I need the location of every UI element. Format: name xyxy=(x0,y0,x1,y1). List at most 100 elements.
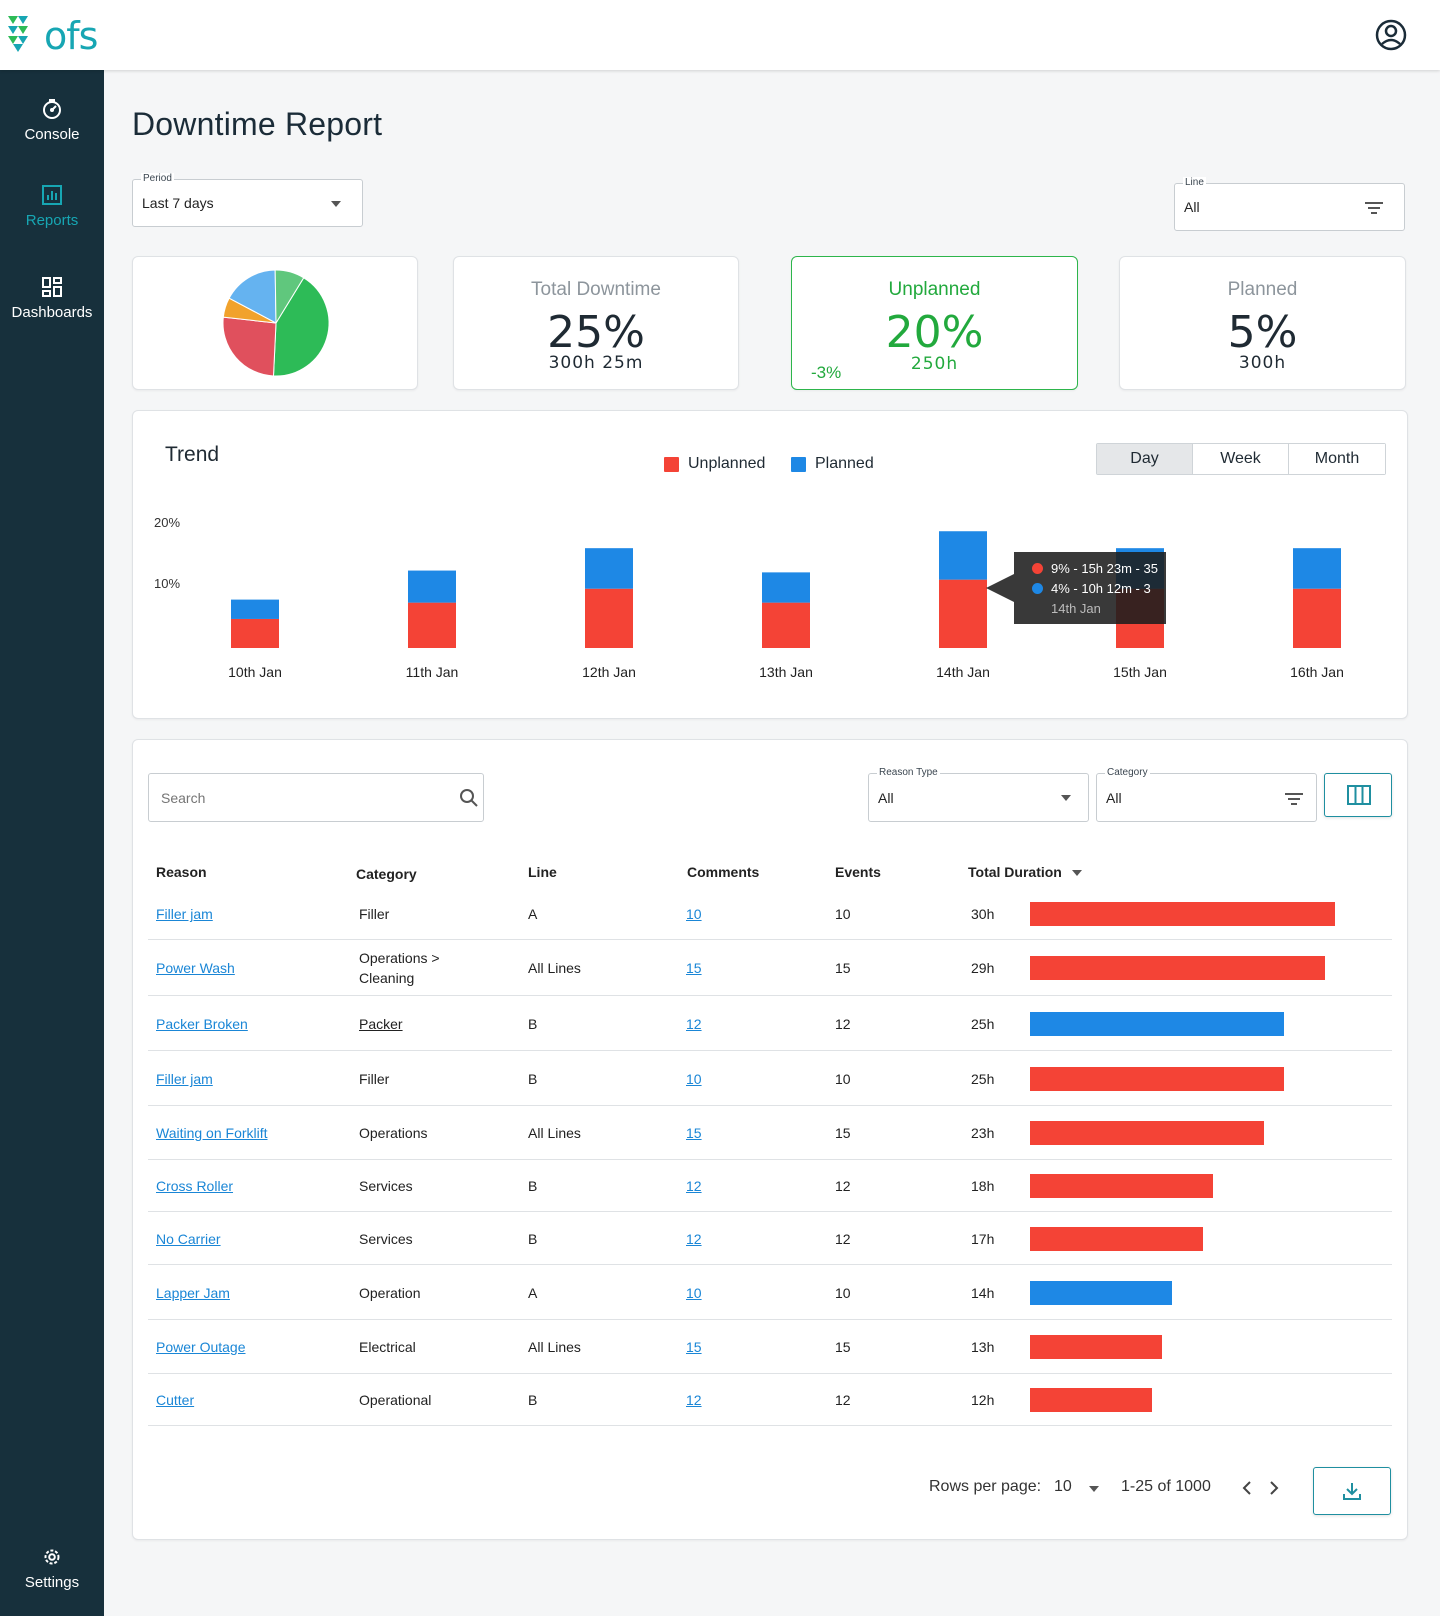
total-downtime-title: Total Downtime xyxy=(531,279,661,300)
gear-icon xyxy=(44,1549,60,1565)
nav-item-dashboards[interactable]: Dashboards xyxy=(0,276,104,321)
period-value: Last 7 days xyxy=(142,195,214,211)
nav-item-settings[interactable]: Settings xyxy=(0,1546,104,1591)
comments-link[interactable]: 10 xyxy=(686,1071,702,1087)
period-select[interactable]: Period Last 7 days xyxy=(132,173,363,227)
range-week-button[interactable]: Week xyxy=(1193,444,1289,474)
category-cell: Electrical xyxy=(359,1339,416,1355)
chevron-right-icon[interactable] xyxy=(1268,1480,1280,1496)
category-cell: Filler xyxy=(359,906,390,922)
events-cell: 15 xyxy=(835,1339,851,1355)
unplanned-title: Unplanned xyxy=(888,279,981,300)
events-cell: 10 xyxy=(835,1285,851,1301)
column-header-total-duration[interactable]: Total Duration xyxy=(968,864,1062,880)
download-button[interactable] xyxy=(1313,1467,1391,1515)
legend-unplanned[interactable]: Unplanned xyxy=(664,455,765,473)
column-header-comments[interactable]: Comments xyxy=(687,864,760,880)
line-cell: A xyxy=(528,1285,538,1301)
range-day-button[interactable]: Day xyxy=(1097,444,1193,474)
planned-hours: 300h xyxy=(1238,353,1287,373)
comments-link[interactable]: 10 xyxy=(686,1285,702,1301)
reason-link[interactable]: Packer Broken xyxy=(156,1016,248,1032)
duration-cell: 29h xyxy=(971,960,995,976)
nav-label-settings: Settings xyxy=(24,1574,80,1591)
reason-link[interactable]: Lapper Jam xyxy=(156,1285,230,1301)
reason-link[interactable]: Cutter xyxy=(156,1392,195,1408)
table-row[interactable]: No Carrier Services B 12 12 17h xyxy=(148,1212,1392,1265)
table-row[interactable]: Power Wash Operations > Cleaning All Lines 1… xyxy=(148,940,1392,996)
comments-link[interactable]: 12 xyxy=(686,1392,702,1408)
filter-icon[interactable] xyxy=(1365,201,1383,215)
pie-slice-planned-a[interactable] xyxy=(228,269,277,324)
column-header-category[interactable]: Category xyxy=(356,866,417,882)
reason-link[interactable]: Filler jam xyxy=(156,1071,213,1087)
pagination-range: 1-25 of 1000 xyxy=(1121,1478,1211,1495)
chevron-down-icon xyxy=(331,201,341,207)
table-row[interactable]: Waiting on Forklift Operations All Lines 15… xyxy=(148,1106,1392,1160)
tooltip-planned-row: 4% - 10h 12m - 3 xyxy=(1032,581,1151,596)
comments-link[interactable]: 10 xyxy=(686,906,702,922)
range-month-button[interactable]: Month xyxy=(1289,444,1385,474)
planned-value: 5% xyxy=(1227,307,1298,358)
line-label: Line xyxy=(1183,177,1206,189)
column-header-events[interactable]: Events xyxy=(835,864,881,880)
duration-bar xyxy=(1030,1227,1203,1251)
table-row[interactable]: Power Outage Electrical All Lines 15 15 13h xyxy=(148,1320,1392,1374)
reason-link[interactable]: Power Wash xyxy=(156,960,235,976)
events-cell: 12 xyxy=(835,1392,851,1408)
reason-link[interactable]: Waiting on Forklift xyxy=(156,1125,268,1141)
columns-button[interactable] xyxy=(1324,773,1392,817)
category-filter[interactable]: Category All xyxy=(1096,767,1317,822)
line-cell: B xyxy=(528,1071,538,1087)
table-row[interactable]: Cutter Operational B 12 12 12h xyxy=(148,1374,1392,1426)
legend-planned[interactable]: Planned xyxy=(791,455,874,473)
reason-link[interactable]: No Carrier xyxy=(156,1231,221,1247)
comments-link[interactable]: 12 xyxy=(686,1016,702,1032)
pie-slice-unplanned-b[interactable] xyxy=(222,316,277,377)
reason-type-select[interactable]: Reason Type All xyxy=(868,767,1089,822)
top-bar: ofs xyxy=(0,0,1440,70)
nav-item-reports[interactable]: Reports xyxy=(0,184,104,229)
line-cell: B xyxy=(528,1178,538,1194)
table-row[interactable]: Cross Roller Services B 12 12 18h xyxy=(148,1160,1392,1212)
range-toggle: Day Week Month xyxy=(1096,443,1386,475)
reason-link[interactable]: Power Outage xyxy=(156,1339,246,1355)
sort-descending-icon[interactable] xyxy=(1071,869,1083,877)
rows-per-page-value[interactable]: 10 xyxy=(1054,1478,1072,1495)
nav-item-console[interactable]: Console xyxy=(0,98,104,143)
reason-link[interactable]: Filler jam xyxy=(156,906,213,922)
account-circle-icon[interactable] xyxy=(1374,18,1408,52)
events-cell: 10 xyxy=(835,1071,851,1087)
filter-icon[interactable] xyxy=(1285,792,1303,806)
unplanned-card[interactable]: Unplanned 20% 250h -3% xyxy=(791,256,1078,390)
line-filter[interactable]: Line All xyxy=(1174,177,1405,231)
category-cell: Operations xyxy=(359,1125,428,1141)
column-header-line[interactable]: Line xyxy=(528,864,557,880)
category-cell: Services xyxy=(359,1178,413,1194)
table-row[interactable]: Lapper Jam Operation A 10 10 14h xyxy=(148,1265,1392,1320)
comments-link[interactable]: 12 xyxy=(686,1231,702,1247)
comments-link[interactable]: 12 xyxy=(686,1178,702,1194)
reason-link[interactable]: Cross Roller xyxy=(156,1178,234,1194)
comments-link[interactable]: 15 xyxy=(686,1339,702,1355)
comments-link[interactable]: 15 xyxy=(686,960,702,976)
table-row[interactable]: Packer Broken Packer B 12 12 25h xyxy=(148,996,1392,1051)
legend-planned-label: Planned xyxy=(815,455,874,472)
category-cell: Operational xyxy=(359,1392,432,1408)
pie-slice-unplanned-a[interactable] xyxy=(272,277,330,377)
category-cell[interactable]: Packer xyxy=(359,1016,403,1032)
chevron-down-icon[interactable] xyxy=(1088,1485,1100,1493)
column-header-reason[interactable]: Reason xyxy=(156,864,207,880)
reason-type-value: All xyxy=(878,790,894,806)
chevron-left-icon[interactable] xyxy=(1241,1480,1253,1496)
search-icon[interactable] xyxy=(459,788,479,808)
search-input[interactable] xyxy=(161,787,441,809)
duration-cell: 23h xyxy=(971,1125,995,1141)
pie-slice-planned-b[interactable] xyxy=(274,269,305,325)
comments-link[interactable]: 15 xyxy=(686,1125,702,1141)
unplanned-hours: 250h xyxy=(910,354,959,374)
table-row[interactable]: Filler jam Filler A 10 10 30h xyxy=(148,888,1392,940)
table-row[interactable]: Filler jam Filler B 10 10 25h xyxy=(148,1051,1392,1106)
ofs-logo[interactable]: ofs xyxy=(6,12,106,58)
duration-cell: 17h xyxy=(971,1231,995,1247)
